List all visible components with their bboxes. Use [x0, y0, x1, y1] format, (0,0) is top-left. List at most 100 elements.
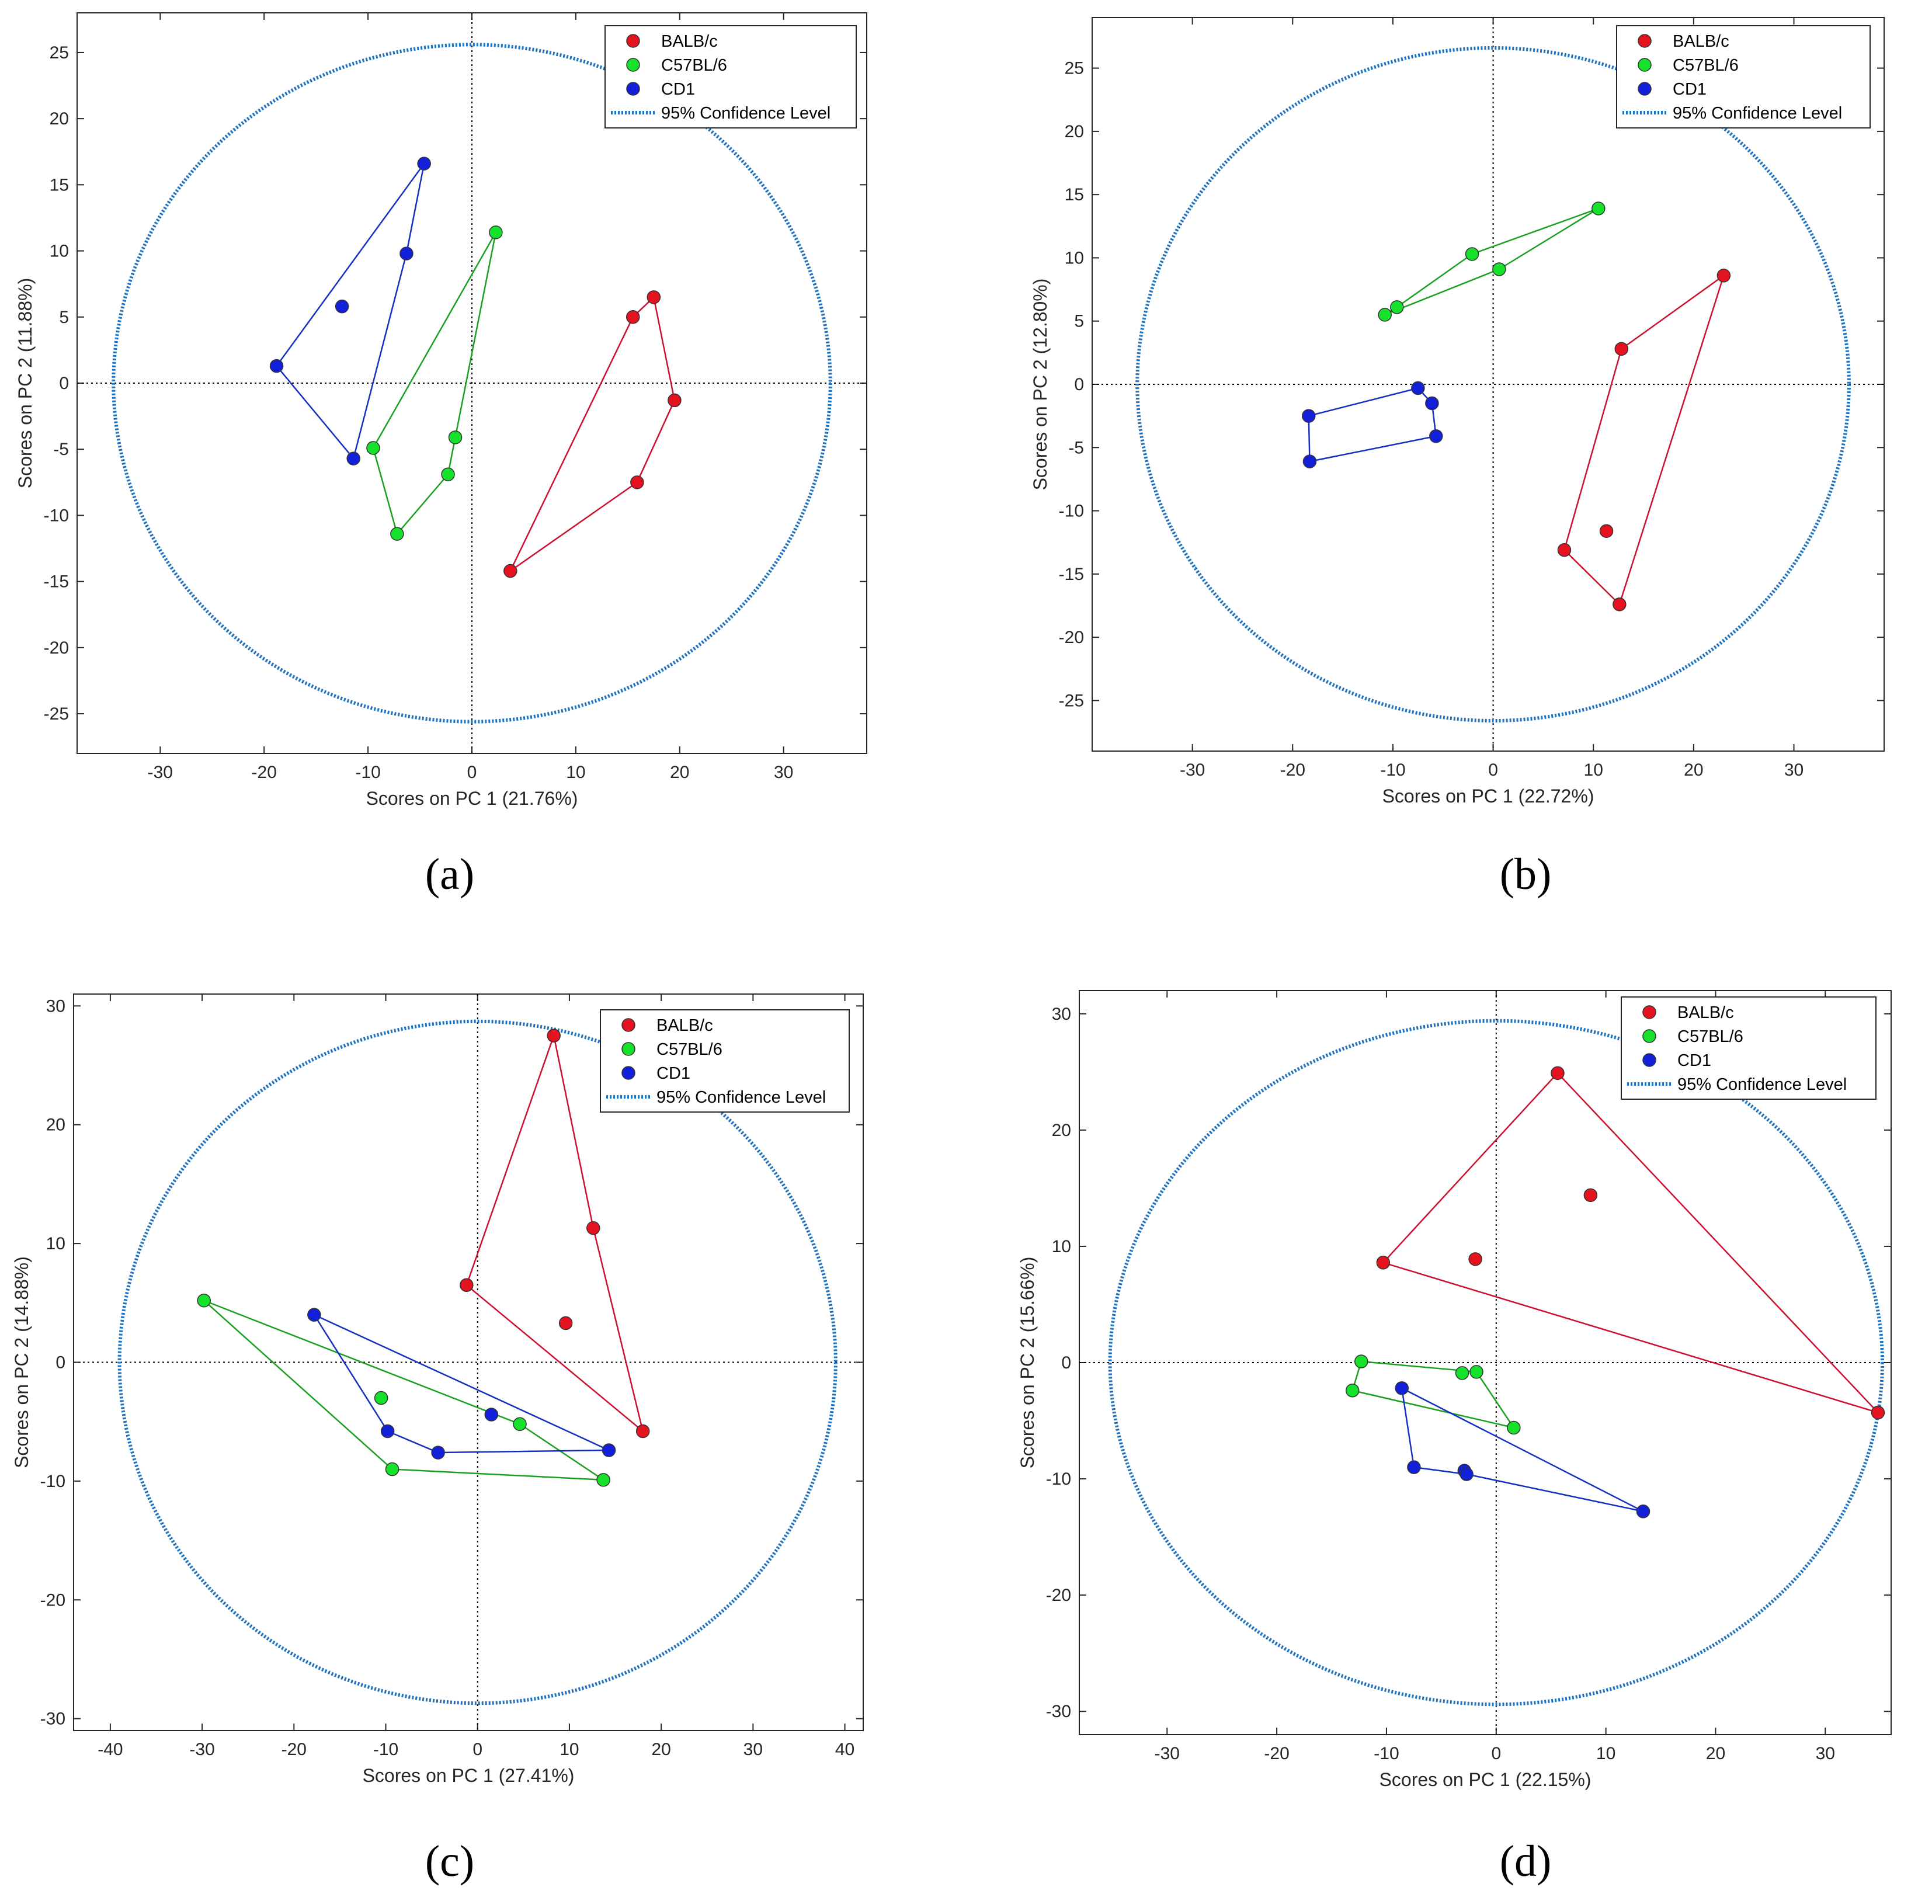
panel-c: -40 -30 -20 -10 0 10 20 30 40 -30 -20 -10 0 10 20 30 Sco… — [11, 993, 864, 1886]
point-balbc — [1871, 1405, 1885, 1420]
panel-d: -30 -20 -10 0 10 20 30 -30 -20 -10 0 10 20 30 Scores o… — [1017, 990, 1892, 1886]
legend-marker — [1642, 1005, 1656, 1019]
y-tick-label: 20 — [46, 1116, 65, 1135]
x-tick-label: 10 — [1596, 1744, 1615, 1763]
legend-marker — [621, 1018, 635, 1032]
point-balbc — [635, 1424, 650, 1439]
confidence-ellipse — [1135, 46, 1851, 723]
x-tick-label: -10 — [1374, 1744, 1399, 1763]
x-tick-label: 30 — [774, 763, 793, 782]
confidence-ellipse — [1108, 1019, 1884, 1707]
legend-label: 95% Confidence Level — [661, 104, 831, 123]
x-tick-label: -30 — [189, 1740, 214, 1759]
point-c57bl6 — [1469, 1365, 1483, 1379]
point-cd1 — [602, 1443, 616, 1457]
point-balbc — [460, 1278, 474, 1293]
x-tick-label: 30 — [1784, 760, 1804, 780]
y-tick-label: -5 — [1068, 438, 1084, 457]
point-balbc — [1613, 597, 1627, 611]
panel-b: -30 -20 -10 0 10 20 30 -25 -20 -15 -10 -5 0 5 10 15 20 25… — [1030, 17, 1885, 899]
x-tick-label: 20 — [1706, 1744, 1725, 1763]
y-tick-label: -20 — [40, 1590, 65, 1610]
legend-label: CD1 — [661, 80, 695, 99]
y-axis-label: Scores on PC 2 (11.88%) — [15, 278, 36, 488]
x-tick-label: 10 — [1584, 760, 1603, 780]
legend-marker — [621, 1042, 635, 1056]
plot-area — [1092, 18, 1884, 751]
x-tick-label: 0 — [467, 763, 477, 782]
y-tick-label: 20 — [1052, 1121, 1071, 1140]
y-tick-label: 0 — [1074, 375, 1084, 394]
legend-marker — [1638, 58, 1652, 72]
plot-area — [77, 13, 867, 753]
point-balbc — [1557, 543, 1572, 557]
x-axis-label: Scores on PC 1 (22.15%) — [1379, 1769, 1592, 1790]
x-tick-label: 30 — [743, 1740, 763, 1759]
point-cd1 — [1411, 381, 1425, 395]
y-tick-label: 15 — [1065, 185, 1084, 204]
x-tick-label: 30 — [1816, 1744, 1835, 1763]
x-tick-label: -20 — [1264, 1744, 1289, 1763]
plot-area — [74, 994, 863, 1731]
point-balbc — [547, 1029, 561, 1043]
legend-marker — [626, 82, 640, 96]
legend-label: BALB/c — [661, 32, 718, 51]
x-axis-label: Scores on PC 1 (27.41%) — [363, 1765, 575, 1786]
y-tick-label: -30 — [40, 1710, 65, 1729]
y-tick-label: 0 — [1061, 1353, 1071, 1373]
x-tick-label: 10 — [560, 1740, 579, 1759]
legend-marker — [1638, 82, 1652, 96]
hull-balbc — [1382, 1072, 1881, 1415]
point-cd1 — [1395, 1381, 1409, 1395]
y-tick-label: -10 — [1046, 1469, 1071, 1489]
panel-label: (c) — [425, 1837, 474, 1886]
point-c57bl6 — [1507, 1420, 1521, 1435]
point-c57bl6 — [1455, 1366, 1469, 1380]
x-axis-label: Scores on PC 1 (22.72%) — [1382, 786, 1594, 807]
legend-marker — [626, 58, 640, 72]
x-axis-label: Scores on PC 1 (21.76%) — [366, 788, 578, 809]
point-balbc — [1716, 269, 1731, 283]
point-cd1 — [1636, 1505, 1650, 1519]
legend-label: C57BL/6 — [1677, 1027, 1743, 1046]
point-cd1 — [307, 1308, 321, 1322]
y-tick-label: 20 — [50, 109, 69, 128]
point-c57bl6 — [390, 527, 404, 541]
y-tick-label: -30 — [1046, 1702, 1071, 1721]
point-cd1 — [1302, 454, 1317, 468]
y-tick-label: 25 — [1065, 59, 1084, 78]
x-tick-label: -30 — [148, 763, 173, 782]
point-balbc — [1551, 1066, 1565, 1080]
point-c57bl6 — [441, 467, 455, 481]
y-tick-label: 5 — [1074, 312, 1084, 331]
point-c57bl6 — [1378, 308, 1392, 322]
x-tick-label: 0 — [1491, 1744, 1501, 1763]
x-tick-label: -30 — [1180, 760, 1205, 780]
point-c57bl6 — [366, 441, 380, 455]
point-cd1 — [1429, 429, 1443, 443]
y-tick-label: -25 — [1059, 691, 1084, 710]
x-tick-label: 20 — [670, 763, 689, 782]
point-balbc — [558, 1316, 573, 1330]
legend-marker — [1638, 34, 1652, 48]
legend: BALB/c C57BL/6 CD1 95% Confidence Level — [604, 25, 857, 128]
x-tick-label: 20 — [1684, 760, 1703, 780]
x-tick-label: 0 — [472, 1740, 482, 1759]
legend-label: 95% Confidence Level — [1677, 1075, 1847, 1094]
point-balbc — [586, 1221, 600, 1235]
y-tick-label: -25 — [44, 704, 69, 724]
y-tick-label: -20 — [44, 638, 69, 658]
x-tick-label: 20 — [651, 1740, 670, 1759]
legend-label: BALB/c — [1673, 32, 1729, 51]
y-tick-label: 30 — [1052, 1005, 1071, 1024]
point-c57bl6 — [197, 1293, 211, 1308]
legend-marker — [1642, 1029, 1656, 1043]
legend-box — [600, 1009, 850, 1113]
legend-marker — [621, 1066, 635, 1080]
point-cd1 — [335, 299, 349, 314]
point-balbc — [1614, 342, 1629, 356]
y-tick-label: -5 — [53, 440, 69, 459]
y-axis-label: Scores on PC 2 (15.66%) — [1017, 1257, 1038, 1469]
y-axis-label: Scores on PC 2 (12.80%) — [1030, 279, 1051, 491]
